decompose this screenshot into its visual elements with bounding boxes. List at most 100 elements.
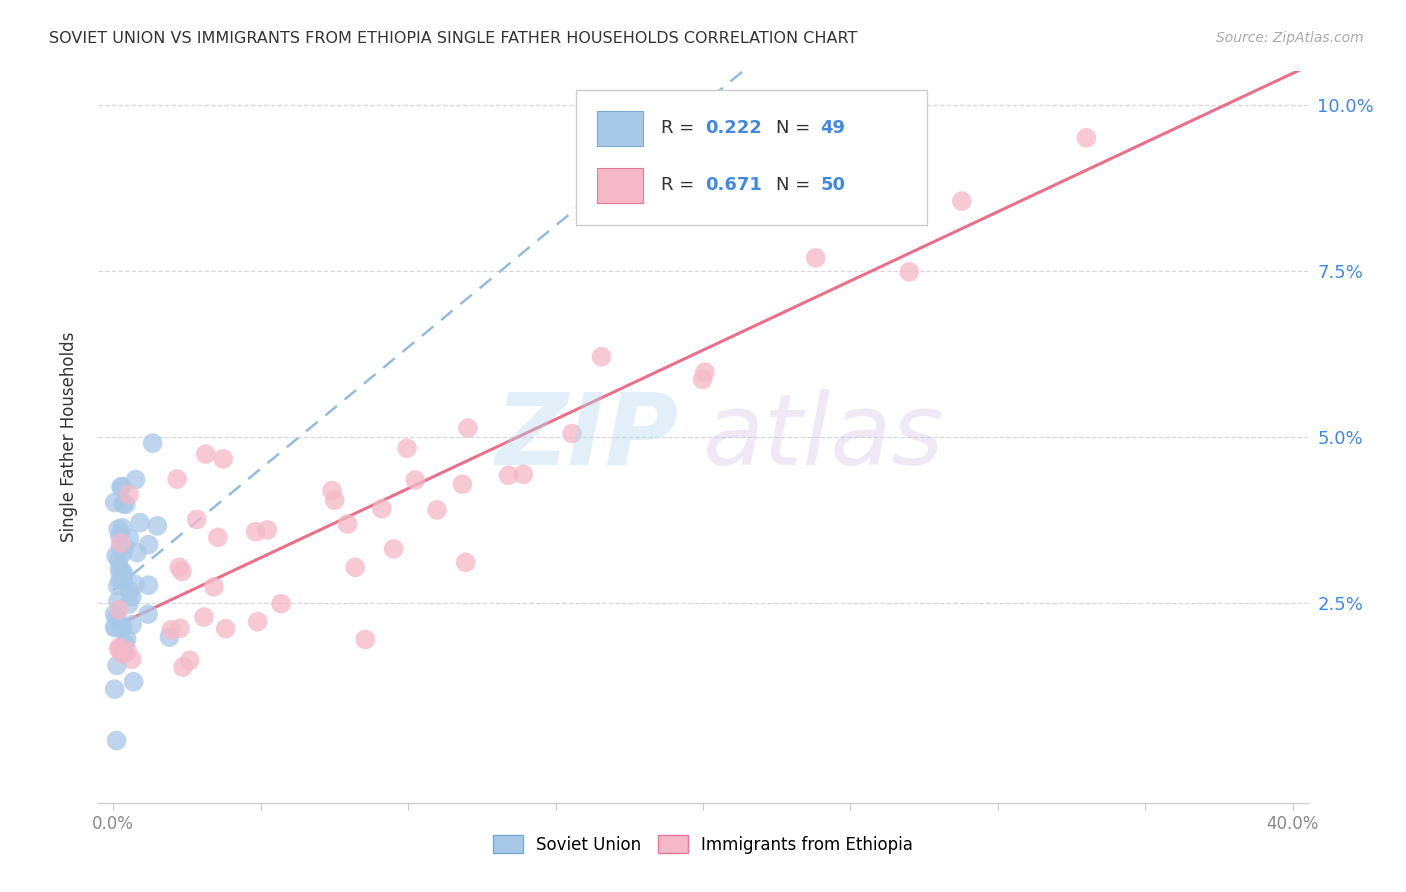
Point <box>591 350 613 364</box>
Point <box>382 541 405 556</box>
Point <box>118 584 141 599</box>
Point <box>172 660 194 674</box>
Point <box>159 630 181 644</box>
Point <box>179 653 201 667</box>
Text: N =: N = <box>776 120 815 137</box>
Point <box>111 619 134 633</box>
Text: N =: N = <box>776 177 815 194</box>
Point <box>207 530 229 544</box>
Point <box>404 473 426 487</box>
Text: 49: 49 <box>820 120 845 137</box>
Point <box>111 621 134 635</box>
Point <box>138 538 160 552</box>
Text: atlas: atlas <box>703 389 945 485</box>
Point <box>169 560 191 574</box>
Point <box>114 497 136 511</box>
Point <box>112 574 135 588</box>
Point <box>246 615 269 629</box>
Point <box>111 521 134 535</box>
Point <box>169 621 191 635</box>
Point <box>160 623 183 637</box>
Point <box>950 194 973 208</box>
Point <box>112 566 135 581</box>
Point <box>354 632 377 647</box>
Point <box>170 565 193 579</box>
Point <box>117 644 139 658</box>
Point <box>111 479 134 493</box>
Point <box>202 580 225 594</box>
Point <box>108 565 131 579</box>
Point <box>107 522 129 536</box>
Point <box>215 622 238 636</box>
Point <box>454 555 477 569</box>
Point <box>107 594 129 608</box>
Point <box>245 524 267 539</box>
Point <box>112 647 135 661</box>
Point <box>110 647 132 661</box>
Point <box>426 503 449 517</box>
Point <box>104 621 127 635</box>
Point <box>105 611 128 625</box>
Point <box>498 468 520 483</box>
Point <box>104 495 127 509</box>
Point <box>110 480 132 494</box>
Point <box>104 620 127 634</box>
Point <box>122 674 145 689</box>
Point <box>118 531 141 545</box>
Point <box>112 497 135 511</box>
Point <box>146 519 169 533</box>
Text: Source: ZipAtlas.com: Source: ZipAtlas.com <box>1216 31 1364 45</box>
Point <box>118 597 141 611</box>
Point <box>837 203 859 218</box>
Point <box>111 566 134 580</box>
Y-axis label: Single Father Households: Single Father Households <box>59 332 77 542</box>
Point <box>212 452 235 467</box>
Text: SOVIET UNION VS IMMIGRANTS FROM ETHIOPIA SINGLE FATHER HOUSEHOLDS CORRELATION CH: SOVIET UNION VS IMMIGRANTS FROM ETHIOPIA… <box>49 31 858 46</box>
Point <box>371 501 394 516</box>
Point <box>898 265 921 279</box>
Point <box>114 539 136 553</box>
Point <box>166 472 188 486</box>
Point <box>110 536 132 550</box>
Text: R =: R = <box>661 120 700 137</box>
Point <box>138 578 160 592</box>
Text: 50: 50 <box>820 177 845 194</box>
Point <box>108 642 131 657</box>
Point <box>323 493 346 508</box>
Text: R =: R = <box>661 177 700 194</box>
Point <box>105 549 128 563</box>
Point <box>336 517 359 532</box>
Point <box>108 574 131 588</box>
Text: 0.671: 0.671 <box>706 177 762 194</box>
Point <box>136 607 159 621</box>
Point <box>108 529 131 543</box>
Point <box>129 516 152 530</box>
Point <box>396 442 419 456</box>
Point <box>115 632 138 646</box>
Point <box>121 590 143 604</box>
Point <box>105 658 128 673</box>
Point <box>110 541 132 555</box>
Point <box>1076 131 1098 145</box>
Legend: Soviet Union, Immigrants from Ethiopia: Soviet Union, Immigrants from Ethiopia <box>486 829 920 860</box>
Point <box>121 617 143 632</box>
Point <box>512 467 534 482</box>
Point <box>124 577 146 591</box>
Point <box>457 421 479 435</box>
FancyBboxPatch shape <box>596 111 643 146</box>
Point <box>108 560 131 574</box>
Point <box>108 640 131 655</box>
Point <box>256 523 278 537</box>
Point <box>561 426 583 441</box>
Point <box>127 545 149 559</box>
Point <box>114 637 136 651</box>
Point <box>186 512 208 526</box>
Point <box>104 607 127 622</box>
Text: 0.222: 0.222 <box>706 120 762 137</box>
FancyBboxPatch shape <box>576 90 927 225</box>
Point <box>105 733 128 747</box>
Point <box>193 610 215 624</box>
Point <box>104 682 127 697</box>
Point <box>118 488 141 502</box>
Point <box>344 560 367 574</box>
